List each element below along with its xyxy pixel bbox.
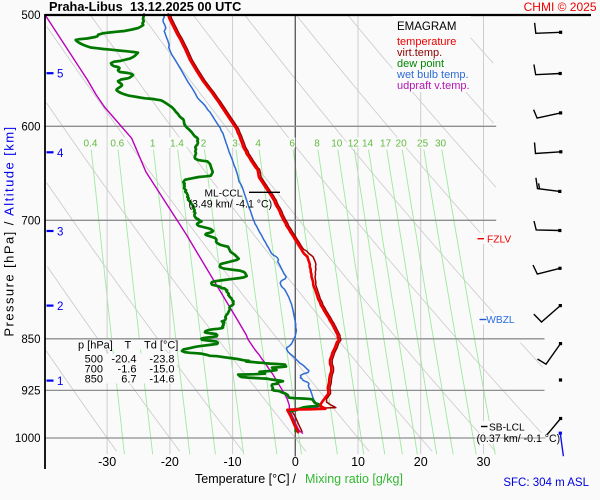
svg-text:Pressure [hPa] / Altitude [k: Pressure [hPa] / Altitude [km] (2, 125, 17, 336)
svg-text:udpraft v.temp.: udpraft v.temp. (397, 80, 470, 92)
svg-text:30: 30 (477, 455, 491, 469)
svg-text:850: 850 (21, 334, 40, 346)
svg-text:25: 25 (417, 139, 429, 150)
svg-text:-1.6: -1.6 (118, 364, 137, 376)
svg-text:/: / (293, 472, 297, 486)
svg-text:12: 12 (348, 139, 360, 150)
svg-text:6: 6 (289, 139, 295, 150)
svg-text:wet bulb temp.: wet bulb temp. (396, 69, 469, 81)
svg-text:-20: -20 (161, 455, 179, 469)
svg-text:2: 2 (201, 139, 207, 150)
svg-text:700: 700 (21, 215, 40, 227)
svg-text:FZLV: FZLV (487, 235, 511, 246)
svg-text:20: 20 (396, 139, 408, 150)
svg-text:CHMI © 2025: CHMI © 2025 (524, 0, 597, 14)
svg-text:925: 925 (21, 385, 40, 397)
svg-text:10: 10 (351, 455, 365, 469)
svg-text:6.7: 6.7 (121, 374, 136, 386)
svg-text:dew point: dew point (397, 58, 444, 70)
svg-text:SFC: 304 m ASL: SFC: 304 m ASL (503, 477, 589, 489)
svg-text:virt.temp.: virt.temp. (397, 47, 442, 59)
svg-text:Praha-Libus: Praha-Libus (49, 0, 123, 14)
svg-text:8: 8 (314, 139, 320, 150)
svg-text:4: 4 (255, 139, 261, 150)
svg-text:700: 700 (85, 364, 103, 376)
svg-text:SB-LCL: SB-LCL (489, 423, 525, 434)
svg-text:(3.49 km/ -4.1 °C): (3.49 km/ -4.1 °C) (189, 199, 273, 211)
svg-text:-23.8: -23.8 (149, 354, 174, 366)
svg-text:850: 850 (85, 374, 103, 386)
svg-text:17: 17 (380, 139, 392, 150)
svg-text:-15.0: -15.0 (149, 364, 174, 376)
svg-text:0.4: 0.4 (84, 139, 98, 150)
svg-text:p [hPa]: p [hPa] (78, 340, 113, 352)
svg-text:-10: -10 (224, 455, 242, 469)
svg-text:1: 1 (57, 376, 63, 388)
svg-text:Mixing ratio [g/kg]: Mixing ratio [g/kg] (305, 472, 403, 486)
svg-text:5: 5 (57, 69, 63, 81)
svg-text:0.6: 0.6 (110, 139, 124, 150)
svg-text:3: 3 (57, 227, 63, 239)
svg-text:500: 500 (21, 10, 40, 22)
svg-text:Temperature [°C]: Temperature [°C] (195, 472, 290, 486)
svg-text:2: 2 (57, 301, 63, 313)
svg-text:T: T (125, 340, 132, 352)
svg-text:-14.6: -14.6 (149, 374, 174, 386)
svg-text:-20.4: -20.4 (111, 354, 136, 366)
svg-text:-30: -30 (98, 455, 116, 469)
svg-text:500: 500 (85, 354, 103, 366)
svg-text:1.4: 1.4 (170, 139, 184, 150)
svg-text:1: 1 (150, 139, 156, 150)
svg-text:WBZL: WBZL (486, 315, 515, 326)
svg-text:(0.37 km/ -0.1 °C): (0.37 km/ -0.1 °C) (477, 433, 561, 445)
svg-text:temperature: temperature (397, 36, 456, 48)
svg-text:3: 3 (232, 139, 238, 150)
svg-text:600: 600 (21, 121, 40, 133)
svg-text:0: 0 (292, 455, 299, 469)
svg-text:ML-CCL: ML-CCL (205, 188, 243, 199)
svg-text:13.12.2025 00 UTC: 13.12.2025 00 UTC (130, 0, 241, 14)
svg-text:20: 20 (414, 455, 428, 469)
svg-text:1000: 1000 (15, 433, 41, 445)
svg-text:4: 4 (57, 148, 64, 160)
svg-text:14: 14 (362, 139, 374, 150)
svg-text:10: 10 (331, 139, 343, 150)
svg-text:Td [°C]: Td [°C] (144, 340, 178, 352)
svg-text:EMAGRAM: EMAGRAM (397, 21, 456, 33)
svg-text:30: 30 (435, 139, 447, 150)
